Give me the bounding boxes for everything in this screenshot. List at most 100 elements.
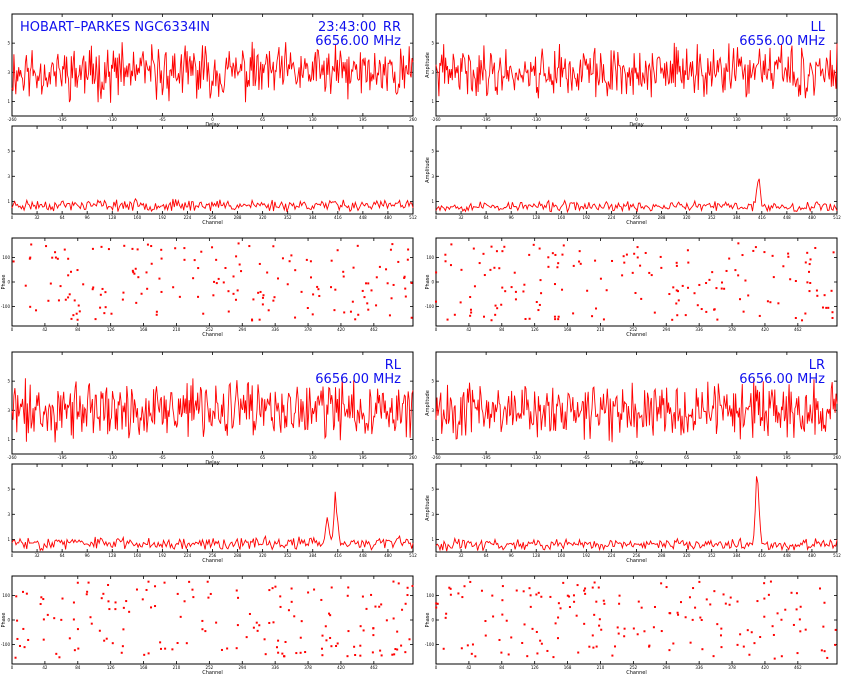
phase-point: [834, 643, 837, 646]
x-tick-label: 448: [783, 215, 791, 220]
y-axis-label: Phase: [1, 275, 7, 290]
phase-point: [536, 652, 539, 655]
phase-point: [349, 310, 352, 313]
phase-point: [514, 290, 517, 293]
phase-point: [311, 313, 314, 316]
x-tick-label: 320: [683, 553, 691, 558]
phase-point: [692, 587, 695, 590]
phase-point: [145, 271, 148, 274]
phase-point: [131, 269, 134, 272]
x-tick-label: 195: [783, 455, 791, 460]
phase-point: [51, 256, 54, 259]
panel-ll-delay: -260 -195 -130 -65 0 65 130 195 260 1 3 5 Delay Ampli…: [425, 13, 841, 128]
phase-point: [449, 593, 452, 596]
phase-point: [556, 637, 559, 640]
phase-point: [540, 292, 543, 295]
phase-point: [501, 250, 504, 253]
phase-point: [316, 285, 319, 288]
phase-point: [294, 316, 297, 319]
x-tick-label: 96: [509, 553, 515, 558]
phase-point: [172, 286, 175, 289]
phase-point: [68, 637, 71, 640]
phase-point: [771, 625, 774, 628]
phase-point: [49, 282, 52, 285]
phase-point: [494, 304, 497, 307]
phase-point: [188, 580, 191, 583]
phase-point: [705, 598, 708, 601]
phase-point: [393, 653, 396, 656]
y-tick-label: 0: [431, 280, 434, 285]
phase-point: [557, 262, 560, 265]
phase-point: [640, 297, 643, 300]
x-tick-label: -65: [583, 117, 590, 122]
panel-ll-phase: 0 42 84 126 168 210 252 294 336 378 420 462 -100 0 100…: [425, 237, 838, 338]
phase-point: [400, 644, 403, 647]
x-tick-label: -195: [482, 455, 492, 460]
panel-rr-phase: 0 42 84 126 168 210 252 294 336 378 420 462 -100 0 100…: [1, 237, 414, 338]
phase-point: [699, 616, 702, 619]
phase-point: [375, 276, 378, 279]
x-tick-label: 336: [695, 665, 703, 670]
phase-point: [821, 306, 824, 309]
phase-point: [729, 596, 732, 599]
phase-point: [324, 625, 327, 628]
x-tick-label: 378: [304, 665, 312, 670]
phase-point: [21, 590, 24, 593]
x-tick-label: 462: [370, 327, 378, 332]
phase-point: [787, 255, 790, 258]
phase-point: [551, 252, 554, 255]
phase-point: [771, 254, 774, 257]
x-tick-label: 384: [309, 553, 317, 558]
phase-point: [60, 618, 63, 621]
phase-point: [435, 602, 438, 605]
phase-point: [120, 651, 123, 654]
frequency-label: 6656.00 MHz: [739, 34, 825, 49]
phase-point: [61, 597, 64, 600]
phase-point: [55, 652, 58, 655]
x-tick-label: 320: [259, 215, 267, 220]
y-tick-label: 1: [7, 199, 10, 204]
phase-point: [310, 276, 313, 279]
phase-point: [356, 244, 359, 247]
x-tick-label: 128: [532, 215, 540, 220]
phase-point: [669, 612, 672, 615]
phase-point: [660, 266, 663, 269]
phase-point: [76, 269, 79, 272]
x-tick-label: -260: [431, 455, 441, 460]
phase-point: [591, 634, 594, 637]
phase-point: [128, 610, 131, 613]
phase-point: [482, 315, 485, 318]
phase-point: [568, 595, 571, 598]
phase-point: [407, 248, 410, 251]
phase-point: [213, 280, 216, 283]
x-tick-label: 160: [557, 215, 565, 220]
phase-point: [592, 646, 595, 649]
y-tick-label: 1: [431, 99, 434, 104]
phase-point: [257, 291, 260, 294]
phase-point: [16, 619, 19, 622]
phase-point: [618, 602, 621, 605]
phase-point: [823, 601, 826, 604]
phase-point: [445, 612, 448, 615]
phase-point: [122, 291, 125, 294]
phase-point: [763, 251, 766, 254]
phase-point: [29, 256, 32, 259]
phase-point: [361, 595, 364, 598]
phase-point: [597, 586, 600, 589]
phase-point: [287, 609, 290, 612]
phase-point: [347, 630, 350, 633]
phase-point: [365, 282, 368, 285]
phase-point: [766, 300, 769, 303]
x-tick-label: 260: [409, 117, 417, 122]
phase-point: [523, 623, 526, 626]
y-tick-label: -100: [425, 642, 435, 647]
phase-point: [122, 628, 125, 631]
phase-point: [776, 612, 779, 615]
phase-point: [490, 319, 493, 322]
phase-point: [370, 289, 373, 292]
phase-point: [484, 634, 487, 637]
phase-point: [823, 650, 826, 653]
phase-point: [719, 634, 722, 637]
x-axis-label: Delay: [629, 460, 643, 466]
phase-point: [404, 651, 407, 654]
